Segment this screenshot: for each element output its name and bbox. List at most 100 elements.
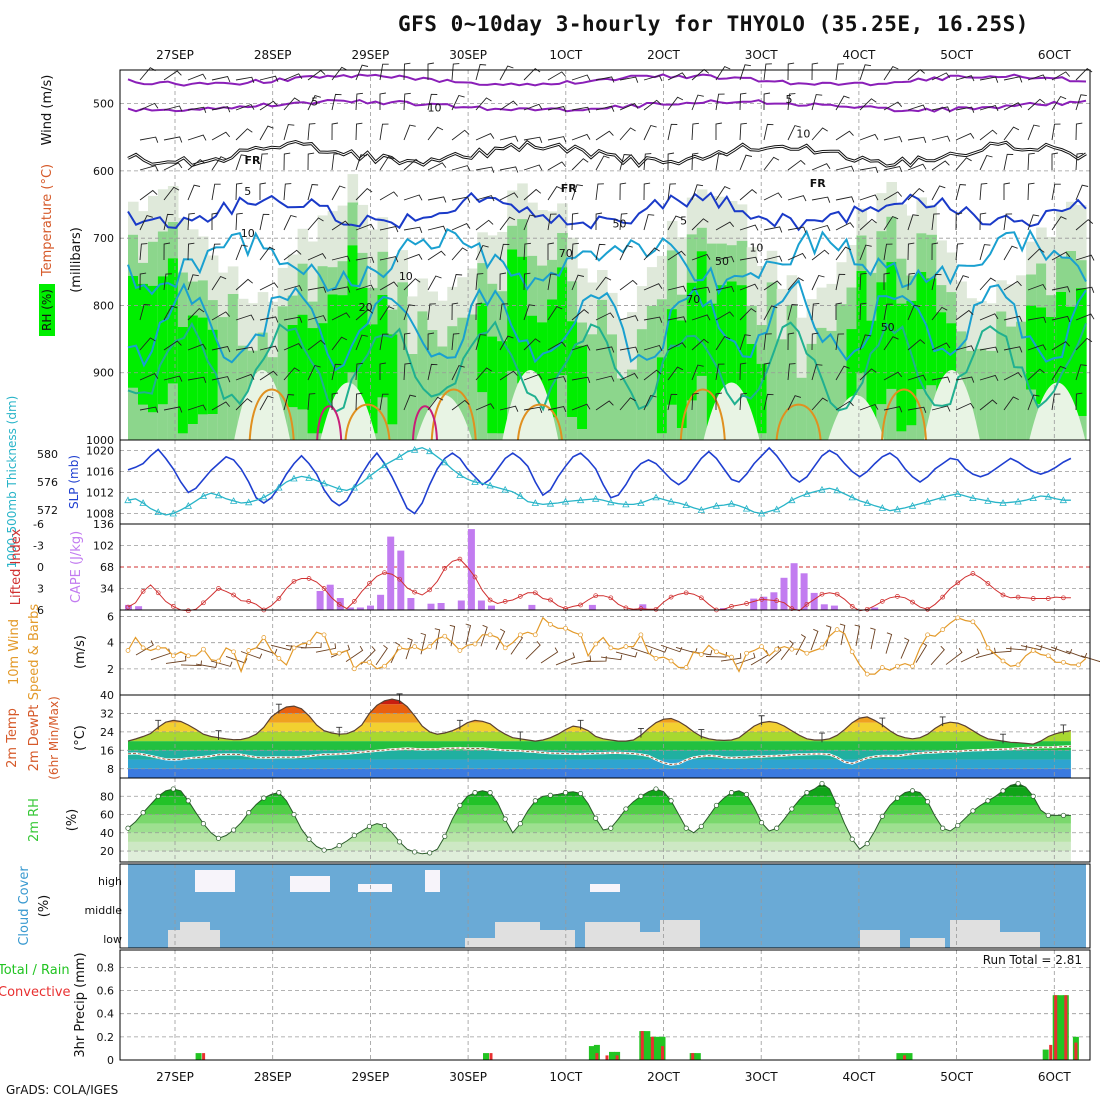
ytick-pressure: 900 <box>93 367 114 380</box>
cape-bar <box>770 592 778 610</box>
precip-convective-bar <box>615 1055 619 1060</box>
cape-bar <box>316 591 324 610</box>
rh-marker <box>819 780 825 787</box>
rh-marker <box>894 795 900 801</box>
wind-barb <box>595 155 610 171</box>
thickness-marker <box>441 458 449 466</box>
li-marker <box>457 556 463 562</box>
wind-marker <box>970 619 976 625</box>
wind-barb-10m <box>600 654 623 661</box>
wind-barb <box>355 92 363 111</box>
cloud-high <box>195 870 235 892</box>
wind-barb <box>1075 152 1084 171</box>
ylabel-precip: 3hr Precip (mm) <box>73 952 88 1057</box>
wind-barb <box>619 213 628 231</box>
thickness-marker <box>878 504 887 511</box>
wind-barb <box>307 364 321 381</box>
thickness-marker <box>516 492 524 499</box>
ytick-precip: 0 <box>107 1054 114 1067</box>
wind-barb <box>667 96 684 111</box>
li-marker <box>804 601 810 607</box>
cape-bar <box>810 592 818 610</box>
thickness-marker <box>350 483 358 491</box>
wind-barb <box>307 95 321 111</box>
wind-barb <box>547 161 567 171</box>
rh-fill-cell <box>197 317 209 415</box>
wind-barb <box>283 367 300 381</box>
minmax-bar <box>275 703 282 714</box>
thickness-marker <box>335 485 343 492</box>
wind-barb <box>691 338 709 351</box>
wind-barb <box>1027 152 1035 171</box>
wind-barb <box>211 311 231 321</box>
footer-credit: GrADS: COLA/IGES <box>6 1083 119 1097</box>
minmax-bar <box>336 726 343 737</box>
wind-barb <box>643 99 662 111</box>
wind-barb <box>619 372 639 381</box>
wind-marker <box>321 632 327 638</box>
wind-barb <box>355 284 375 291</box>
thickness-marker <box>546 499 555 507</box>
thickness-marker <box>471 478 479 485</box>
ylabel-wind-units: (m/s) <box>73 635 88 669</box>
date-label-bottom: 5OCT <box>940 1070 973 1084</box>
rh-fill-cell <box>746 344 758 434</box>
cloud-level-label: low <box>103 933 122 946</box>
precip-convective-bar <box>661 1046 664 1060</box>
rh-marker <box>864 841 870 847</box>
wind-barb <box>955 402 975 411</box>
wind-marker <box>1045 653 1051 659</box>
precip-convective-bar <box>650 1036 654 1060</box>
wind-marker <box>744 650 749 656</box>
wind-barb <box>691 392 699 411</box>
rh-fill-cell <box>417 311 428 440</box>
contour-label: 50 <box>881 321 895 334</box>
wind-barb <box>499 272 507 291</box>
precip-convective-bar <box>903 1055 906 1060</box>
series-slp <box>127 446 1072 515</box>
wind-barb <box>715 93 725 111</box>
date-label-top: 6OCT <box>1038 48 1071 62</box>
wind-barb-10m <box>390 642 401 664</box>
wind-barb <box>979 399 998 411</box>
wind-barb <box>595 130 614 141</box>
wind-barb <box>163 406 183 413</box>
panel-rh2m: 20 40 60 80 2m RH (%) <box>27 777 1091 863</box>
wind-barb <box>1075 286 1095 293</box>
contour-label: 70 <box>559 247 573 260</box>
wind-barb <box>331 66 348 81</box>
wind-barb-10m <box>1050 646 1073 655</box>
li-marker <box>155 590 161 596</box>
wind-marker <box>216 658 221 664</box>
wind-barb <box>451 129 470 141</box>
rh-fill-cell <box>866 320 878 434</box>
li-marker <box>140 589 146 594</box>
wind-barb <box>931 160 950 171</box>
wind-barb <box>355 154 367 171</box>
run-total: Run Total = 2.81 <box>983 953 1082 967</box>
ytick-cape: 34 <box>100 583 114 596</box>
wind-barb <box>1027 316 1047 323</box>
wind-barb <box>907 214 919 231</box>
ytick-precip: 0.2 <box>97 1031 115 1044</box>
wind-barb-10m <box>1080 655 1100 663</box>
cloud-low <box>860 930 900 948</box>
rh-marker <box>381 822 388 829</box>
wind-barb <box>475 97 492 111</box>
wind-barb <box>331 255 351 262</box>
wind-barb <box>211 156 227 171</box>
rh-marker <box>125 825 131 831</box>
wind-marker <box>1000 658 1006 664</box>
wind-barb <box>379 362 386 380</box>
contour-purple <box>127 98 1087 113</box>
wind-barb <box>835 302 842 320</box>
ytick-wind: 2 <box>107 663 114 676</box>
li-marker <box>397 576 402 582</box>
thickness-marker <box>848 493 856 501</box>
wind-barb <box>163 70 182 81</box>
wind-barb <box>715 153 725 171</box>
cloud-low <box>1000 932 1040 948</box>
wind-marker <box>548 622 553 627</box>
wind-barb-10m <box>420 632 427 655</box>
li-marker <box>849 604 855 609</box>
